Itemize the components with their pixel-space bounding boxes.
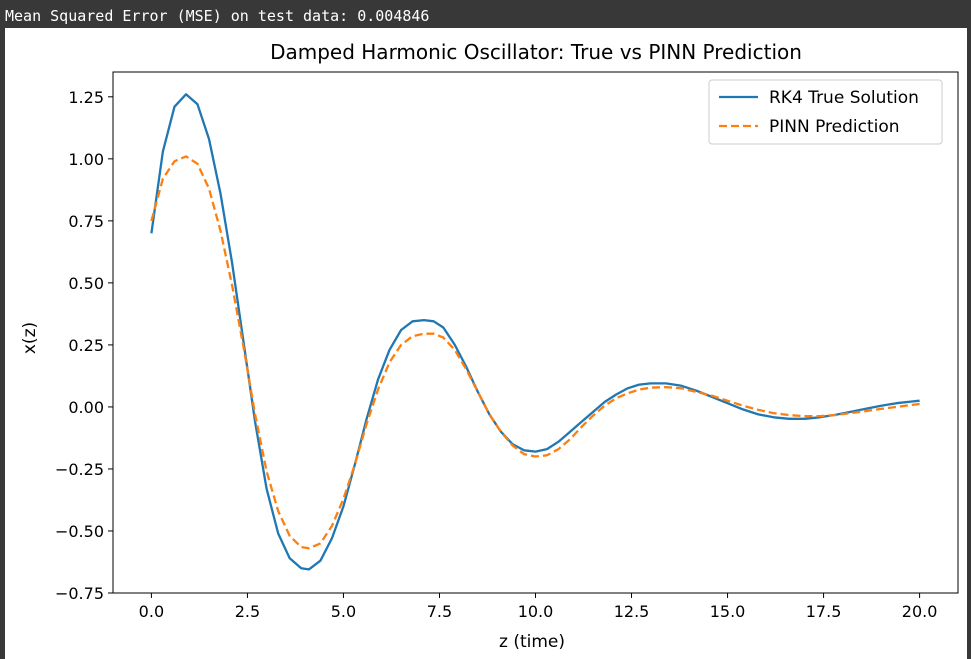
x-tick-label: 10.0 xyxy=(518,602,554,621)
y-tick-label: 0.75 xyxy=(68,212,104,231)
cell-output-text: Mean Squared Error (MSE) on test data: 0… xyxy=(0,0,971,28)
y-axis-label: x(z) xyxy=(20,322,40,354)
x-tick-label: 7.5 xyxy=(427,602,452,621)
y-axis-ticks: −0.75 −0.50 −0.25 0.00 0.25 0.50 0.75 1.00 1.25 xyxy=(55,88,113,603)
y-tick-label: 1.25 xyxy=(68,88,104,107)
legend-box xyxy=(708,79,943,145)
series-layer xyxy=(150,93,920,571)
x-tick-label: 17.5 xyxy=(806,602,842,621)
x-tick-label: 20.0 xyxy=(902,602,938,621)
legend-label-pinn: PINN Prediction xyxy=(769,117,900,137)
y-tick-label: 0.00 xyxy=(68,398,104,417)
x-axis-ticks: 0.0 2.5 5.0 7.5 10.0 12.5 15.0 17.5 20.0 xyxy=(139,593,938,621)
line-chart: Damped Harmonic Oscillator: True vs PINN… xyxy=(20,40,959,652)
chart-title: Damped Harmonic Oscillator: True vs PINN… xyxy=(270,40,802,64)
y-tick-label: −0.50 xyxy=(55,522,104,541)
x-tick-label: 0.0 xyxy=(139,602,164,621)
y-tick-label: 0.50 xyxy=(68,274,104,293)
y-tick-label: −0.75 xyxy=(55,584,104,603)
x-tick-label: 2.5 xyxy=(235,602,260,621)
legend: RK4 True Solution PINN Prediction xyxy=(708,79,943,145)
chart-figure: Damped Harmonic Oscillator: True vs PINN… xyxy=(5,28,967,659)
legend-label-true: RK4 True Solution xyxy=(769,88,919,108)
x-tick-label: 5.0 xyxy=(331,602,356,621)
y-tick-label: 1.00 xyxy=(68,150,104,169)
x-tick-label: 12.5 xyxy=(614,602,650,621)
series-line-rk4-true xyxy=(150,93,920,571)
y-tick-label: −0.25 xyxy=(55,460,104,479)
plot-area: 0.0 2.5 5.0 7.5 10.0 12.5 15.0 17.5 20.0 −0.75−0… xyxy=(55,71,959,621)
y-tick-label: 0.25 xyxy=(68,336,104,355)
x-tick-label: 15.0 xyxy=(710,602,746,621)
x-axis-label: z (time) xyxy=(499,632,565,652)
series-line-pinn xyxy=(150,155,920,550)
